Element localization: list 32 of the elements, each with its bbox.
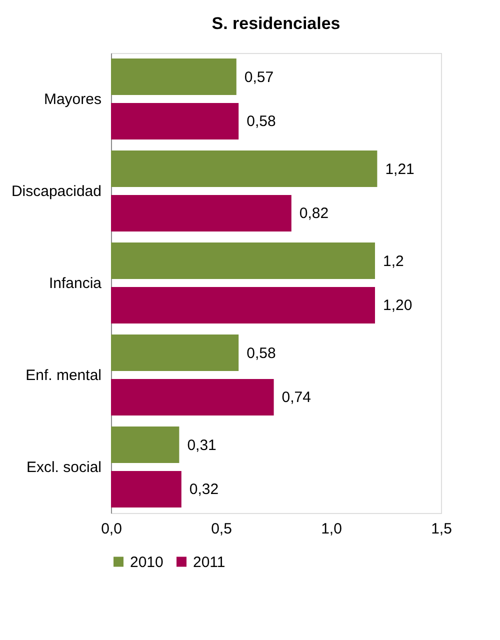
bar: [111, 242, 375, 279]
x-tick-label: 0,5: [211, 520, 232, 538]
bar: [111, 287, 375, 324]
y-tick-label: Infancia: [48, 275, 102, 292]
x-tick-label: 1,5: [431, 520, 452, 538]
data-label: 0,57: [244, 68, 274, 86]
legend-label: 2010: [130, 554, 164, 571]
data-label: 0,32: [189, 481, 219, 498]
chart-title: S. residenciales: [212, 14, 340, 33]
bar: [111, 471, 182, 508]
data-label: 0,31: [187, 436, 216, 454]
data-label: 1,21: [385, 160, 414, 178]
x-tick-label: 0,0: [101, 520, 122, 538]
y-tick-label: Discapacidad: [11, 183, 102, 200]
bar: [111, 379, 274, 416]
data-label: 1,2: [383, 252, 404, 270]
bar: [111, 58, 236, 95]
bar: [111, 150, 378, 187]
bar: [111, 195, 292, 232]
y-tick-label: Mayores: [44, 91, 102, 108]
y-tick-label: Excl. social: [26, 459, 102, 476]
data-label: 0,74: [282, 389, 312, 406]
y-tick-label: Enf. mental: [26, 367, 102, 384]
legend-label: 2011: [193, 554, 226, 571]
bar: [111, 334, 239, 371]
x-tick-label: 1,0: [321, 520, 342, 538]
data-label: 0,58: [246, 113, 276, 130]
bar: [111, 103, 239, 140]
bar: [111, 426, 180, 463]
data-label: 0,82: [299, 205, 329, 222]
data-label: 0,58: [246, 344, 276, 362]
data-label: 1,20: [383, 297, 412, 314]
